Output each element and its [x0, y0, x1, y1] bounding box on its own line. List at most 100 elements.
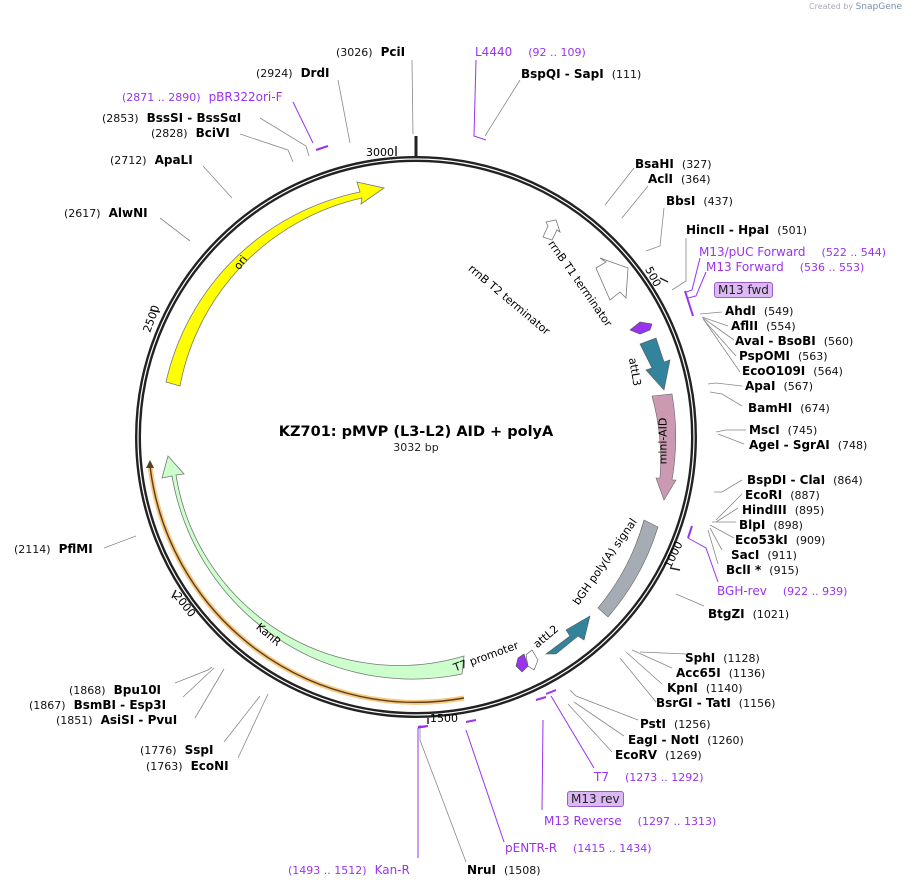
enzyme-bsssi[interactable]: (2853) BssSI - BssSαI [102, 111, 241, 126]
enzyme-ecoo109i[interactable]: EcoO109I (564) [742, 364, 843, 379]
enzyme-msci[interactable]: MscI (745) [749, 423, 817, 438]
primer-name: M13 Forward [706, 260, 784, 274]
primer-l4440[interactable]: L4440 (92 .. 109) [475, 45, 586, 60]
enzyme-psti[interactable]: PstI (1256) [640, 717, 711, 732]
enzyme-apai[interactable]: ApaI (567) [745, 379, 813, 394]
enzyme-name: BlpI [739, 518, 766, 532]
enzyme-eagi[interactable]: EagI - NotI (1260) [628, 733, 744, 748]
enzyme-position: (327) [681, 158, 712, 171]
primer-name: M13/pUC Forward [699, 245, 806, 259]
primer-m13-reverse[interactable]: M13 Reverse (1297 .. 1313) [544, 814, 716, 829]
attl3-feature[interactable] [639, 337, 671, 391]
enzyme-blpi[interactable]: BlpI (898) [739, 518, 803, 533]
rrnb-t2-terminator-feature[interactable] [542, 219, 561, 241]
enzyme-bsrgi[interactable]: BsrGI - TatI (1156) [656, 696, 775, 711]
mini-aid-feature[interactable] [651, 393, 677, 501]
enzyme-name: BspDI - ClaI [747, 473, 826, 487]
enzyme-alwni[interactable]: (2617) AlwNI [64, 206, 148, 221]
primer-name: BGH-rev [717, 584, 767, 598]
enzyme-acc65i[interactable]: Acc65I (1136) [676, 666, 765, 681]
primer-range: (1493 .. 1512) [288, 864, 367, 877]
enzyme-name: AsiSI - PvuI [100, 713, 178, 727]
primer-t7[interactable]: T7 (1273 .. 1292) [594, 770, 704, 785]
enzyme-name: SspI [184, 743, 214, 757]
enzyme-bspqi[interactable]: BspQI - SapI (111) [521, 67, 641, 82]
primer-m13-puc-forward[interactable]: M13/pUC Forward (522 .. 544) [699, 245, 886, 260]
enzyme-bpu10i[interactable]: (1868) Bpu10I [69, 683, 161, 698]
enzyme-name: BclI * [726, 563, 762, 577]
enzyme-avai[interactable]: AvaI - BsoBI (560) [735, 334, 853, 349]
enzyme-acli[interactable]: AclI (364) [648, 172, 711, 187]
enzyme-name: PspOMI [739, 349, 790, 363]
enzyme-bamhi[interactable]: BamHI (674) [748, 401, 830, 416]
enzyme-drdi[interactable]: (2924) DrdI [256, 66, 330, 81]
rrnb-t1-terminator-feature[interactable] [595, 257, 629, 301]
enzyme-position: (915) [769, 564, 799, 577]
enzyme-position: (1140) [705, 682, 743, 695]
enzyme-name: BssSI - BssSαI [146, 111, 242, 125]
enzyme-name: EcoRI [745, 488, 783, 502]
enzyme-name: KpnI [667, 681, 698, 695]
enzyme-position: (3026) [336, 46, 373, 59]
enzyme-asisi[interactable]: (1851) AsiSI - PvuI [56, 713, 177, 728]
enzyme-ahdi[interactable]: AhdI (549) [725, 304, 793, 319]
enzyme-apali[interactable]: (2712) ApaLI [110, 153, 193, 168]
enzyme-bcivi[interactable]: (2828) BciVI [151, 126, 230, 141]
primer-range: (922 .. 939) [782, 585, 848, 598]
enzyme-kpni[interactable]: KpnI (1140) [667, 681, 742, 696]
enzyme-position: (1851) [56, 714, 93, 727]
enzyme-eco53ki[interactable]: Eco53kI (909) [735, 533, 825, 548]
feature-label-mini-aid[interactable]: mini-AID [656, 417, 670, 465]
enzyme-sphi[interactable]: SphI (1128) [685, 651, 760, 666]
enzyme-hindiii[interactable]: HindIII (895) [742, 503, 824, 518]
enzyme-saci[interactable]: SacI (911) [731, 548, 797, 563]
enzyme-pflmi[interactable]: (2114) PflMI [14, 542, 93, 557]
primer-kan-r[interactable]: (1493 .. 1512) Kan-R [288, 863, 410, 878]
enzyme-sspi[interactable]: (1776) SspI [140, 743, 213, 758]
attl2-feature[interactable] [545, 615, 591, 655]
purple-marker-feature[interactable] [629, 321, 653, 335]
plasmid-length: 3032 bp [393, 441, 439, 454]
enzyme-position: (898) [773, 519, 803, 532]
enzyme-position: (2712) [110, 154, 147, 167]
enzyme-aflii[interactable]: AflII (554) [731, 319, 796, 334]
enzyme-name: EcoO109I [742, 364, 806, 378]
enzyme-btgzi[interactable]: BtgZI (1021) [708, 607, 789, 622]
enzyme-position: (111) [611, 68, 642, 81]
enzyme-position: (554) [766, 320, 796, 333]
enzyme-position: (560) [823, 335, 854, 348]
primer-name: pENTR-R [505, 841, 558, 855]
enzyme-ecori[interactable]: EcoRI (887) [745, 488, 820, 503]
enzyme-hincii[interactable]: HincII - HpaI (501) [686, 223, 807, 238]
t7-promoter-marker[interactable] [515, 653, 529, 673]
enzyme-bbsi[interactable]: BbsI (437) [666, 194, 733, 209]
ori-feature[interactable] [165, 181, 385, 387]
primer-name: L4440 [475, 45, 513, 59]
enzyme-nrui[interactable]: NruI (1508) [467, 863, 541, 878]
enzyme-agei[interactable]: AgeI - SgrAI (748) [749, 438, 867, 453]
enzyme-name: Eco53kI [735, 533, 788, 547]
primer-bgh-rev[interactable]: BGH-rev (922 .. 939) [717, 584, 847, 599]
enzyme-position: (748) [837, 439, 868, 452]
enzyme-position: (567) [783, 380, 814, 393]
enzyme-ecorv[interactable]: EcoRV (1269) [615, 748, 702, 763]
enzyme-bcli[interactable]: BclI * (915) [726, 563, 799, 578]
m13-fwd-badge[interactable]: M13 fwd [714, 282, 773, 298]
primer-range: (536 .. 553) [799, 261, 865, 274]
enzyme-bsahi[interactable]: BsaHI (327) [635, 157, 712, 172]
enzyme-econi[interactable]: (1763) EcoNI [146, 759, 229, 774]
primer-pentr-r[interactable]: pENTR-R (1415 .. 1434) [505, 841, 652, 856]
primer-m13-forward[interactable]: M13 Forward (536 .. 553) [706, 260, 864, 275]
enzyme-position: (1763) [146, 760, 183, 773]
primer-pbr322ori-f[interactable]: (2871 .. 2890) pBR322ori-F [122, 90, 283, 105]
m13-rev-badge[interactable]: M13 rev [567, 791, 624, 807]
t7-promoter-feature[interactable] [525, 649, 539, 671]
kanr-feature[interactable] [161, 455, 465, 680]
enzyme-pcii[interactable]: (3026) PciI [336, 45, 405, 60]
primer-name: pBR322ori-F [208, 90, 283, 104]
bgh-polya-feature[interactable] [597, 519, 659, 618]
enzyme-bsmbi[interactable]: (1867) BsmBI - Esp3I [29, 698, 166, 713]
enzyme-bspdi[interactable]: BspDI - ClaI (864) [747, 473, 863, 488]
enzyme-pspomi[interactable]: PspOMI (563) [739, 349, 828, 364]
enzyme-position: (745) [787, 424, 818, 437]
